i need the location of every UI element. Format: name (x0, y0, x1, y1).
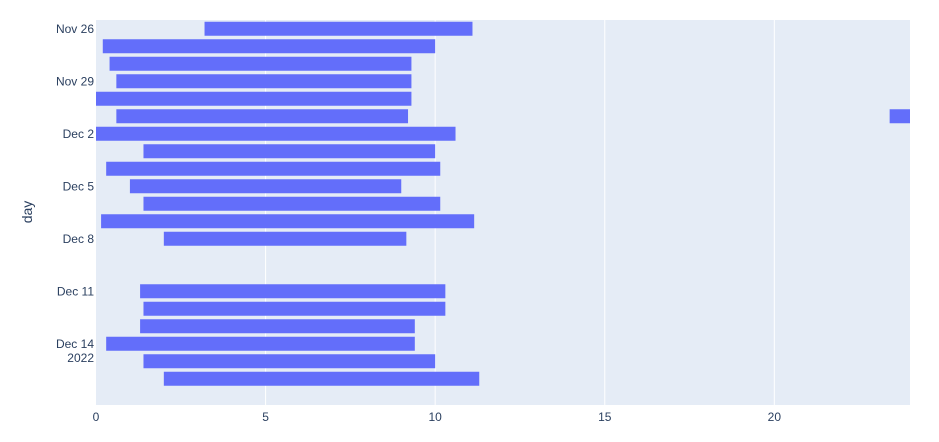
bar (163, 371, 480, 386)
y-axis-ticks: Nov 26 Nov 29 Dec 2 Dec 5 Dec 8 Dec 11 Dec 142… (56, 22, 94, 365)
bar (204, 21, 473, 36)
y-tick-label: Dec 5 (63, 179, 95, 193)
bar (143, 301, 446, 316)
x-tick-label: 15 (598, 410, 612, 424)
bar (163, 231, 407, 246)
bar (116, 74, 412, 89)
bar (143, 144, 436, 159)
bar (140, 319, 415, 334)
bar (889, 109, 910, 124)
bar (96, 91, 412, 106)
x-tick-label: 5 (262, 410, 269, 424)
x-axis-ticks: 0 5 10 15 20 (93, 410, 782, 424)
bar (143, 354, 436, 369)
bars (96, 21, 910, 386)
y-tick-label: Nov 26 (56, 22, 94, 36)
bar (129, 179, 402, 194)
y-tick-label: Nov 29 (56, 74, 94, 88)
x-tick-label: 10 (428, 410, 442, 424)
bar (101, 214, 475, 229)
bar (106, 336, 415, 351)
bar (116, 109, 409, 124)
bar (106, 161, 441, 176)
y-axis-title: day (19, 201, 35, 224)
bar (96, 126, 456, 141)
x-tick-label: 0 (93, 410, 100, 424)
bar (109, 56, 412, 71)
x-tick-label: 20 (768, 410, 782, 424)
bar (140, 284, 446, 299)
bar (102, 39, 436, 54)
y-tick-label: Dec 11 (57, 284, 94, 298)
y-tick-year-label: 2022 (67, 351, 94, 365)
y-tick-label: Dec 8 (63, 232, 95, 246)
y-tick-label: Dec 2 (63, 127, 95, 141)
y-tick-label: Dec 14 (56, 337, 94, 351)
bar (143, 196, 441, 211)
